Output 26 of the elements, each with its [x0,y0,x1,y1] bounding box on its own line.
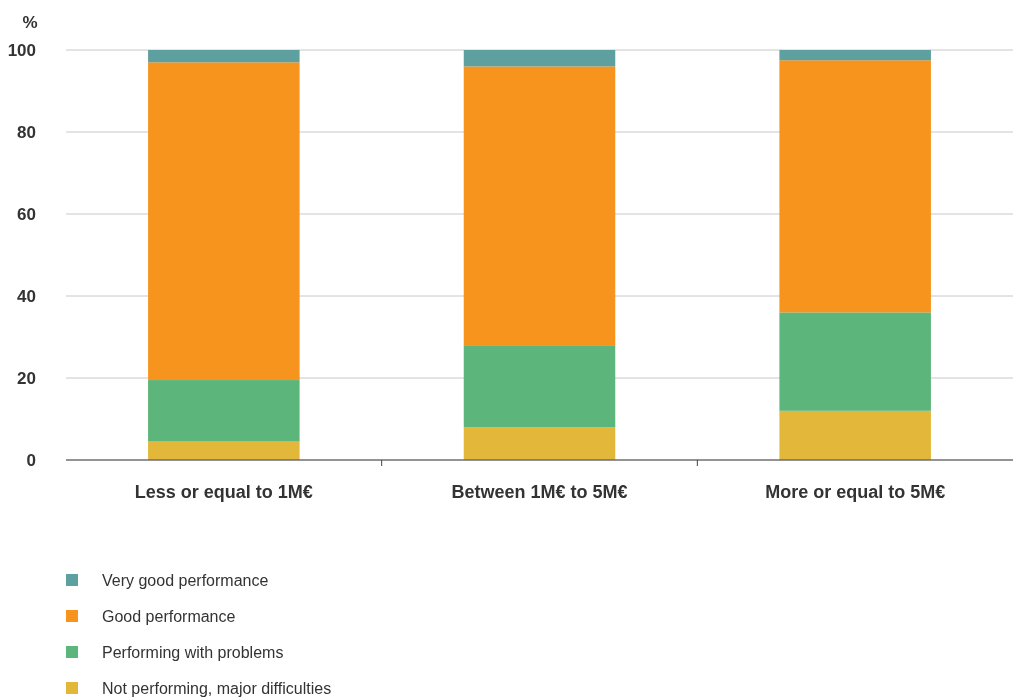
y-tick-label: 0 [26,450,36,470]
bar [148,50,300,63]
legend-label: Not performing, major difficulties [102,679,332,697]
bar [779,60,931,313]
y-axis-title: % [22,13,38,32]
x-tick-label: Less or equal to 1M€ [134,482,313,502]
x-tick-label: More or equal to 5M€ [765,482,946,502]
bar [779,410,931,460]
bar [463,50,616,67]
bar [463,427,616,460]
bar [463,66,616,346]
bar [148,380,300,442]
bar [779,50,931,61]
y-tick-label: 40 [17,286,36,306]
legend-label: Very good performance [102,571,269,589]
bar [148,62,300,381]
y-tick-label: 80 [17,122,36,142]
bar [148,441,300,460]
y-tick-label: 60 [17,204,36,224]
y-tick-label: 100 [7,40,36,60]
bar [463,345,616,428]
legend-label: Good performance [102,607,236,625]
x-tick-label: Between 1M€ to 5M€ [451,482,628,502]
legend-label: Performing with problems [102,643,284,661]
y-tick-label: 20 [17,368,36,388]
bar [779,312,931,411]
